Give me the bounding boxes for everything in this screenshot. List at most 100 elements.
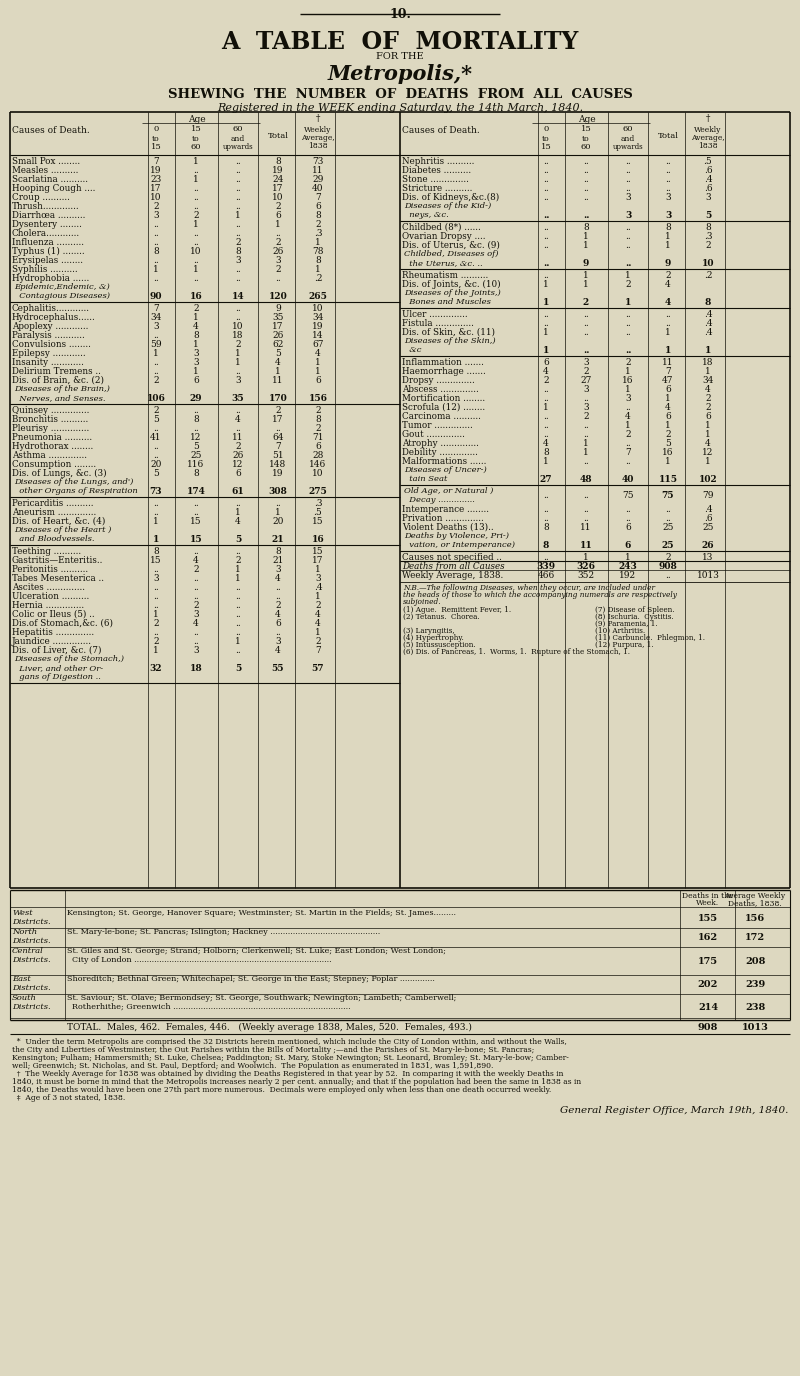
- Text: 8: 8: [275, 157, 281, 166]
- Text: ..: ..: [543, 421, 549, 429]
- Text: 5: 5: [275, 350, 281, 358]
- Text: ..: ..: [193, 592, 199, 601]
- Text: 908: 908: [698, 1022, 718, 1032]
- Text: 162: 162: [698, 933, 718, 943]
- Text: ..: ..: [235, 583, 241, 592]
- Text: 14: 14: [232, 292, 244, 301]
- Text: ..: ..: [543, 157, 549, 166]
- Text: †: †: [316, 114, 320, 122]
- Text: SHEWING  THE  NUMBER  OF  DEATHS  FROM  ALL  CAUSES: SHEWING THE NUMBER OF DEATHS FROM ALL CA…: [168, 88, 632, 100]
- Text: (7) Disease of Spleen.: (7) Disease of Spleen.: [595, 605, 674, 614]
- Text: Decay ..............: Decay ..............: [404, 495, 475, 504]
- Text: 26: 26: [702, 541, 714, 550]
- Text: ..: ..: [543, 175, 549, 184]
- Text: 239: 239: [745, 980, 765, 989]
- Text: 0: 0: [543, 125, 549, 133]
- Text: 10.: 10.: [389, 8, 411, 21]
- Text: ..: ..: [193, 574, 199, 583]
- Text: 11: 11: [232, 433, 244, 442]
- Text: ..: ..: [665, 515, 671, 523]
- Text: West: West: [12, 910, 33, 916]
- Text: 1: 1: [705, 367, 711, 376]
- Text: 3: 3: [625, 211, 631, 220]
- Text: .2: .2: [704, 271, 712, 279]
- Text: 10: 10: [232, 322, 244, 332]
- Text: ..: ..: [583, 166, 589, 175]
- Text: 26: 26: [272, 248, 284, 256]
- Text: 3: 3: [193, 645, 199, 655]
- Text: Hooping Cough ....: Hooping Cough ....: [12, 184, 95, 193]
- Text: ..: ..: [583, 184, 589, 193]
- Text: Nerves, and Senses.: Nerves, and Senses.: [14, 394, 106, 402]
- Text: ..: ..: [543, 271, 549, 279]
- Text: 2: 2: [625, 279, 631, 289]
- Text: 466: 466: [538, 571, 554, 581]
- Text: to: to: [192, 135, 200, 143]
- Text: 2: 2: [315, 637, 321, 645]
- Text: ..: ..: [543, 166, 549, 175]
- Text: Rotherhithe; Greenwich .........................................................: Rotherhithe; Greenwich .................…: [67, 1003, 350, 1011]
- Text: 155: 155: [698, 914, 718, 923]
- Text: 4: 4: [665, 403, 671, 411]
- Text: 16: 16: [622, 376, 634, 385]
- Text: Measles ..........: Measles ..........: [12, 166, 78, 175]
- Text: ..: ..: [193, 166, 199, 175]
- Text: 2: 2: [235, 340, 241, 350]
- Text: ..: ..: [193, 406, 199, 416]
- Text: 3: 3: [153, 574, 159, 583]
- Text: A  TABLE  OF  MORTALITY: A TABLE OF MORTALITY: [222, 30, 578, 54]
- Text: 15: 15: [190, 517, 202, 526]
- Text: Carcinoma ..........: Carcinoma ..........: [402, 411, 481, 421]
- Text: 3: 3: [583, 403, 589, 411]
- Text: 12: 12: [190, 433, 202, 442]
- Text: ..: ..: [235, 266, 241, 274]
- Text: gans of Digestion ..: gans of Digestion ..: [14, 673, 101, 681]
- Text: Consumption ........: Consumption ........: [12, 460, 96, 469]
- Text: Dis. of Lungs, &c. (3): Dis. of Lungs, &c. (3): [12, 469, 106, 477]
- Text: .6: .6: [704, 515, 712, 523]
- Text: ..: ..: [625, 259, 631, 268]
- Text: Thrush.............: Thrush.............: [12, 202, 80, 211]
- Text: 2: 2: [665, 429, 671, 439]
- Text: 1: 1: [315, 266, 321, 274]
- Text: 17: 17: [272, 416, 284, 424]
- Text: 4: 4: [315, 619, 321, 627]
- Text: 175: 175: [698, 956, 718, 966]
- Text: 2: 2: [625, 358, 631, 367]
- Text: 12: 12: [232, 460, 244, 469]
- Text: 2: 2: [543, 376, 549, 385]
- Text: 8: 8: [315, 416, 321, 424]
- Text: ..: ..: [235, 645, 241, 655]
- Text: Deaths in the: Deaths in the: [682, 892, 734, 900]
- Text: 1: 1: [625, 385, 631, 394]
- Text: Convulsions ........: Convulsions ........: [12, 340, 91, 350]
- Text: Bronchitis ..........: Bronchitis ..........: [12, 416, 88, 424]
- Text: 1: 1: [705, 421, 711, 429]
- Text: 11: 11: [312, 166, 324, 175]
- Text: 26: 26: [232, 451, 244, 460]
- Text: 19: 19: [312, 322, 324, 332]
- Text: 10: 10: [150, 193, 162, 202]
- Text: 2: 2: [315, 424, 321, 433]
- Text: 4: 4: [705, 439, 711, 449]
- Text: 7: 7: [153, 304, 159, 312]
- Text: 174: 174: [186, 487, 206, 495]
- Text: ..: ..: [583, 515, 589, 523]
- Text: .6: .6: [704, 184, 712, 193]
- Text: Childbed, Diseases of): Childbed, Diseases of): [404, 250, 498, 259]
- Text: Dis. of Heart, &c. (4): Dis. of Heart, &c. (4): [12, 517, 106, 526]
- Text: Causes of Death.: Causes of Death.: [402, 127, 480, 135]
- Text: 1: 1: [543, 327, 549, 337]
- Text: 1: 1: [665, 327, 671, 337]
- Text: 1: 1: [235, 211, 241, 220]
- Text: 1: 1: [235, 350, 241, 358]
- Text: 1: 1: [153, 517, 159, 526]
- Text: Ulceration ..........: Ulceration ..........: [12, 592, 90, 601]
- Text: Average,: Average,: [691, 133, 725, 142]
- Text: Diseases of the Kid-): Diseases of the Kid-): [404, 202, 491, 211]
- Text: ..: ..: [235, 175, 241, 184]
- Text: 1: 1: [543, 457, 549, 466]
- Text: (3) Laryngitis,: (3) Laryngitis,: [403, 627, 454, 634]
- Text: 1013: 1013: [742, 1022, 769, 1032]
- Text: 2: 2: [235, 442, 241, 451]
